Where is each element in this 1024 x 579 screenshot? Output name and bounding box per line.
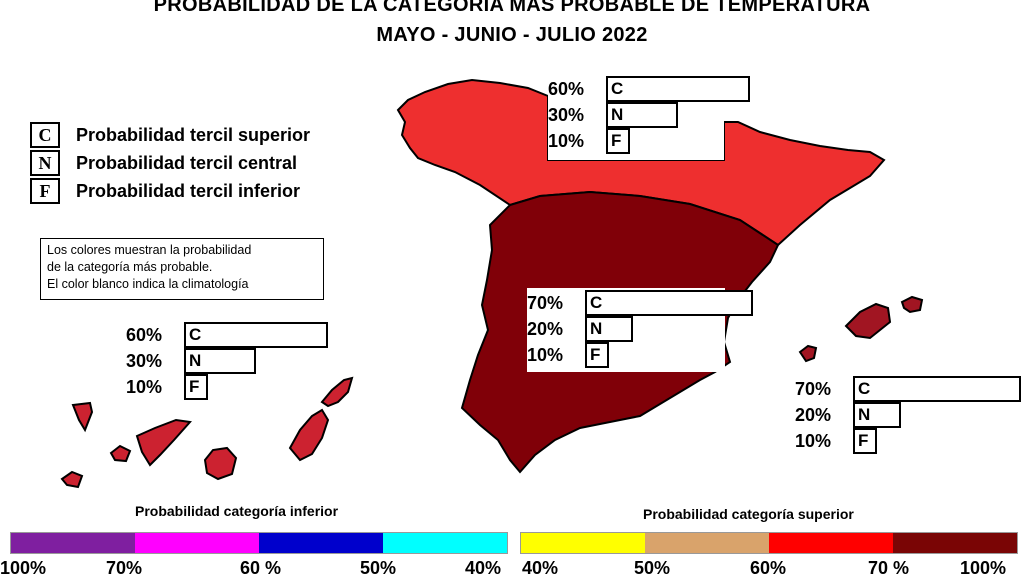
- scale-upper-segment-0: [521, 533, 645, 553]
- scale-lower-segment-3: [383, 533, 507, 553]
- legend-key-c: C: [30, 122, 60, 148]
- prob-value-baleares-n: 20%: [795, 404, 832, 425]
- scale-upper-segment-3: [893, 533, 1017, 553]
- island-la-palma: [71, 401, 94, 433]
- prob-row-canarias-f: 10% F: [126, 374, 208, 400]
- prob-row-baleares-n: 20% N: [795, 402, 901, 428]
- prob-row-central-c: 70% C: [527, 290, 753, 316]
- prob-row-canarias-c: 60% C: [126, 322, 328, 348]
- prob-row-north-n: 30% N: [548, 102, 678, 128]
- prob-row-baleares-f: 10% F: [795, 428, 877, 454]
- note-line-2: de la categoría más probable.: [47, 260, 213, 274]
- legend-text-superior: Probabilidad tercil superior: [76, 124, 311, 145]
- map-title-line2: MAYO - JUNIO - JULIO 2022: [376, 24, 648, 46]
- tick-upper-100: 100%: [960, 558, 1007, 578]
- scale-upper-segment-2: [769, 533, 893, 553]
- legend-row-central: N Probabilidad tercil central: [30, 149, 297, 177]
- legend-text-central: Probabilidad tercil central: [76, 152, 298, 173]
- prob-bar-central-f: F: [585, 342, 609, 368]
- prob-box-central: 70% C 20% N 10% F: [527, 288, 753, 372]
- prob-value-north-f: 10%: [548, 130, 585, 151]
- island-ibiza: [798, 344, 818, 363]
- note-line-3: El color blanco indica la climatología: [47, 277, 249, 291]
- legend-text-inferior: Probabilidad tercil inferior: [76, 180, 301, 201]
- color-note: Los colores muestran la probabilidad de …: [40, 238, 324, 300]
- island-tenerife: [135, 418, 192, 467]
- prob-bar-central-n: N: [585, 316, 633, 342]
- tick-lower-50: 50%: [360, 558, 397, 578]
- prob-bar-baleares-f: F: [853, 428, 877, 454]
- prob-bar-north-f: F: [606, 128, 630, 154]
- prob-bar-baleares-c: C: [853, 376, 1021, 402]
- tick-lower-40: 40%: [465, 558, 502, 578]
- prob-value-north-c: 60%: [548, 78, 585, 99]
- island-menorca: [900, 295, 924, 314]
- tick-upper-40: 40%: [522, 558, 559, 578]
- prob-bar-baleares-n: N: [853, 402, 901, 428]
- island-la-gomera: [109, 444, 132, 463]
- scale-lower-segment-2: [259, 533, 383, 553]
- prob-row-baleares-c: 70% C: [795, 376, 1021, 402]
- island-gran-canaria: [203, 446, 238, 481]
- scale-title-upper: Probabilidad categoría superior: [643, 506, 854, 522]
- prob-box-north: 60% C 30% N 10% F: [548, 74, 750, 160]
- prob-value-canarias-c: 60%: [126, 324, 163, 345]
- prob-row-central-f: 10% F: [527, 342, 609, 368]
- island-fuerteventura: [288, 408, 330, 462]
- tick-lower-70: 70%: [106, 558, 143, 578]
- prob-bar-canarias-n: N: [184, 348, 256, 374]
- prob-bar-canarias-c: C: [184, 322, 328, 348]
- prob-value-central-n: 20%: [527, 318, 564, 339]
- tick-upper-60: 60%: [750, 558, 787, 578]
- prob-bar-central-c: C: [585, 290, 753, 316]
- scale-upper-segment-1: [645, 533, 769, 553]
- legend-key-n: N: [30, 150, 60, 176]
- tick-lower-60: 60 %: [240, 558, 282, 578]
- color-scale-upper: [520, 532, 1018, 554]
- scale-title-lower: Probabilidad categoría inferior: [135, 503, 339, 519]
- legend-key-f: F: [30, 178, 60, 204]
- prob-row-central-n: 20% N: [527, 316, 633, 342]
- prob-value-canarias-n: 30%: [126, 350, 163, 371]
- region-north: [396, 78, 886, 247]
- prob-bar-canarias-f: F: [184, 374, 208, 400]
- prob-bar-north-c: C: [606, 76, 750, 102]
- prob-value-baleares-f: 10%: [795, 430, 832, 451]
- legend-row-superior: C Probabilidad tercil superior: [30, 121, 310, 149]
- note-line-1: Los colores muestran la probabilidad: [47, 243, 252, 257]
- prob-bar-north-n: N: [606, 102, 678, 128]
- prob-row-canarias-n: 30% N: [126, 348, 256, 374]
- color-scale-lower: [10, 532, 508, 554]
- island-mallorca: [844, 302, 892, 340]
- prob-value-canarias-f: 10%: [126, 376, 163, 397]
- scale-lower-segment-1: [135, 533, 259, 553]
- prob-value-central-f: 10%: [527, 344, 564, 365]
- prob-row-north-f: 10% F: [548, 128, 630, 154]
- scale-lower-segment-0: [11, 533, 135, 553]
- tick-lower-100: 100%: [0, 558, 47, 578]
- prob-value-north-n: 30%: [548, 104, 585, 125]
- prob-box-canarias: 60% C 30% N 10% F: [126, 320, 328, 402]
- island-el-hierro: [60, 470, 84, 489]
- prob-value-central-c: 70%: [527, 292, 564, 313]
- map-title-line1: PROBABILIDAD DE LA CATEGORÍA MÁS PROBABL…: [153, 0, 871, 16]
- prob-value-baleares-c: 70%: [795, 378, 832, 399]
- prob-row-north-c: 60% C: [548, 76, 750, 102]
- prob-box-baleares: 70% C 20% N 10% F: [795, 374, 1021, 456]
- island-lanzarote: [320, 376, 354, 408]
- tick-upper-50: 50%: [634, 558, 671, 578]
- tick-upper-70: 70 %: [868, 558, 910, 578]
- legend-row-inferior: F Probabilidad tercil inferior: [30, 177, 300, 205]
